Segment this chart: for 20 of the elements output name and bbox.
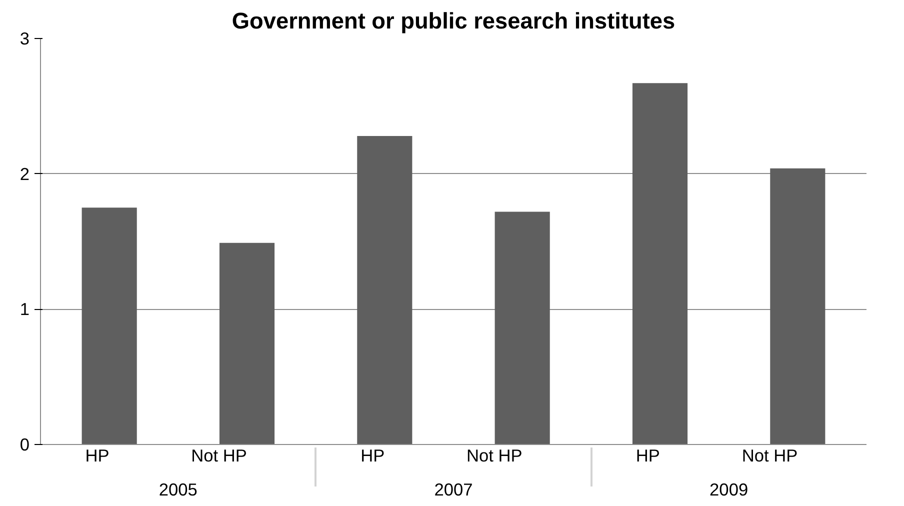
x-tick-label: Not HP xyxy=(191,446,248,466)
y-tick-label: 3 xyxy=(20,28,30,48)
x-tick-label: HP xyxy=(636,446,660,466)
bar xyxy=(632,83,688,444)
x-tick-label: Not HP xyxy=(742,446,798,466)
bar xyxy=(770,168,826,444)
bar xyxy=(357,136,412,444)
x-tick-label: Not HP xyxy=(466,446,522,466)
text: 2005 xyxy=(158,480,198,500)
bar xyxy=(494,212,550,444)
text: 2009 xyxy=(710,480,748,500)
chart-title: Government or public research institutes xyxy=(232,8,676,34)
x-tick-label: HP xyxy=(85,446,110,466)
text: 2007 xyxy=(434,480,473,500)
bar xyxy=(219,242,275,444)
y-tick-label: 1 xyxy=(20,299,30,320)
y-tick-label: 0 xyxy=(20,434,30,454)
x-tick-label: HP xyxy=(360,446,385,466)
bar xyxy=(82,208,137,444)
y-tick-label: 2 xyxy=(20,164,30,184)
